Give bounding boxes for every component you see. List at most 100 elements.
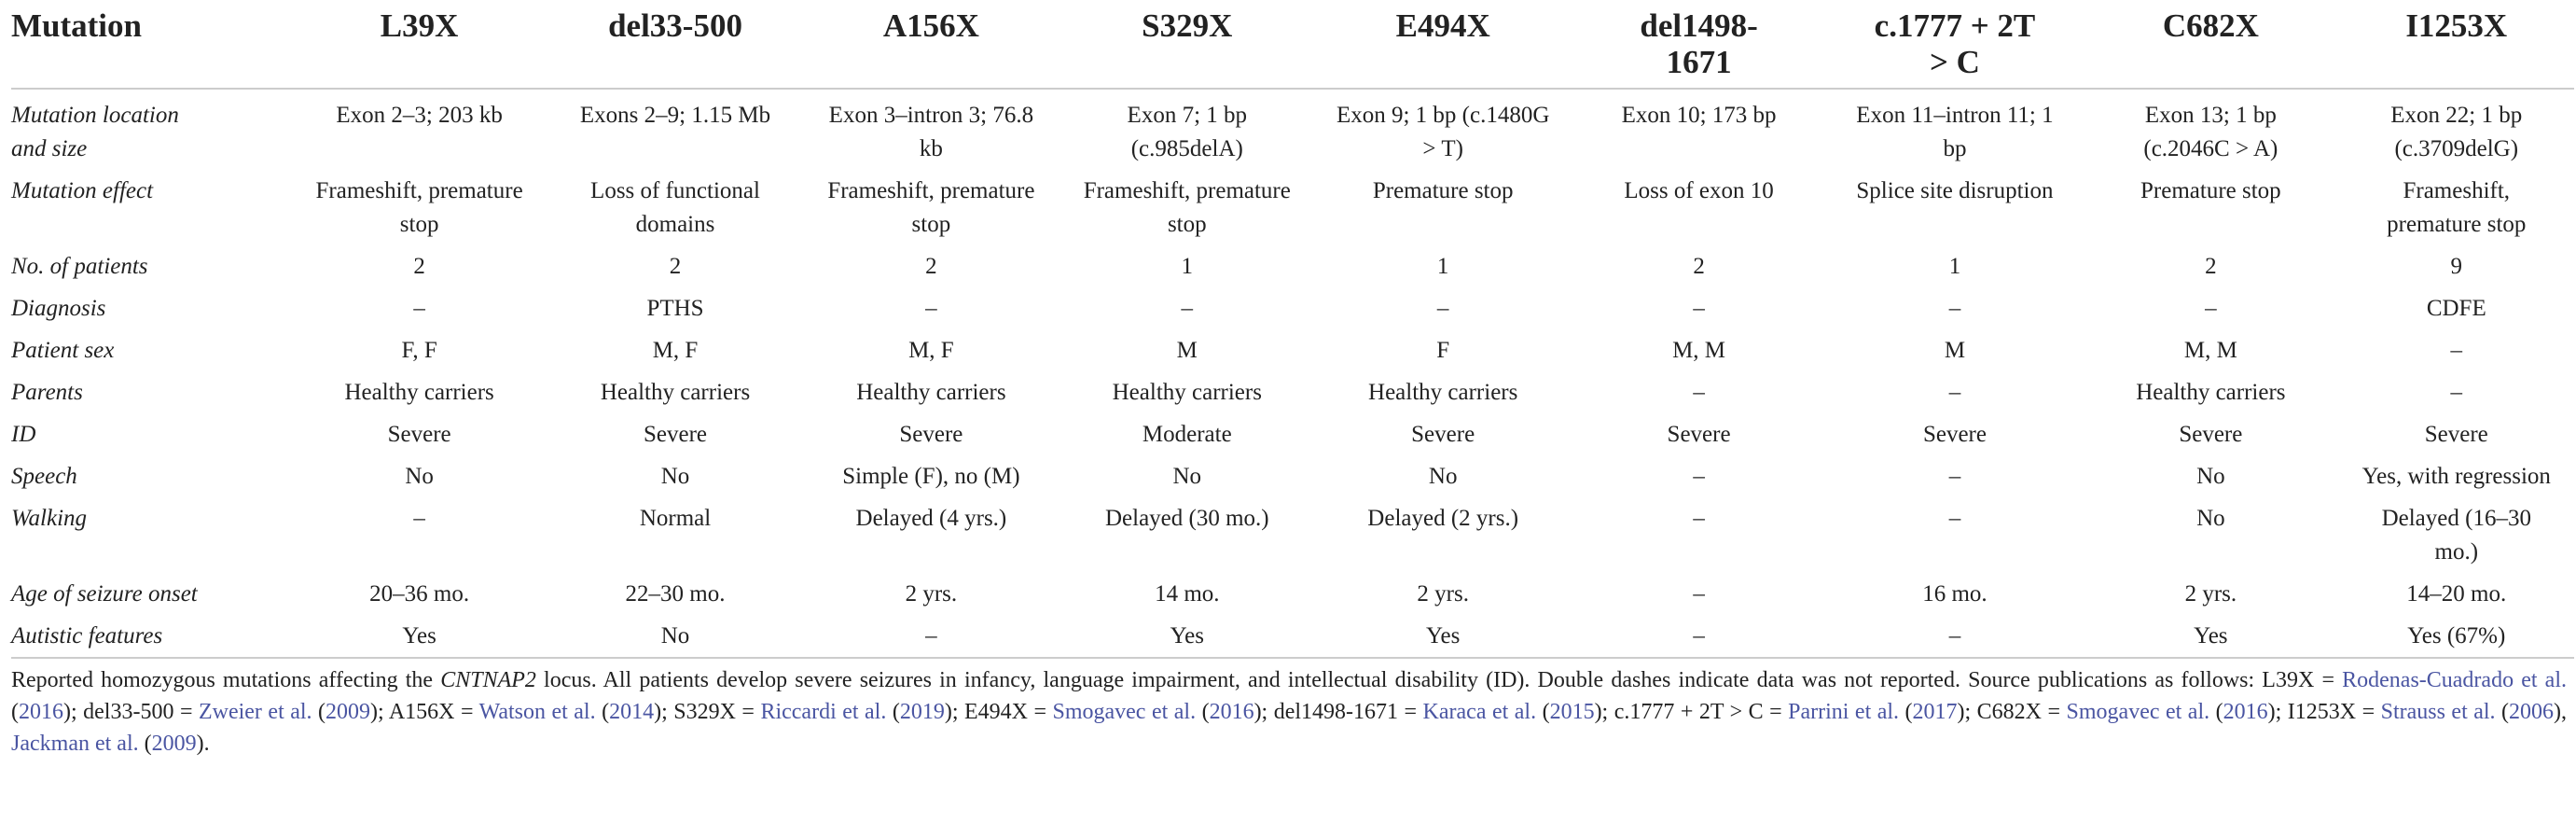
caption-text: ); S329X = <box>654 700 761 724</box>
table-cell: Yes <box>2083 617 2339 659</box>
caption-text: ( <box>2495 700 2510 724</box>
column-header: L39X <box>291 0 547 90</box>
row-label-text: Age of seizure onset <box>11 581 198 607</box>
table-row: Walking – Normal Delayed (4 yrs.) Delayed (3… <box>11 499 2574 575</box>
citation-link[interactable]: Smogavec et al. <box>1052 700 1197 724</box>
table-cell: – <box>2450 380 2463 405</box>
table-cell: Yes <box>1059 617 1315 659</box>
table-cell: Severe <box>2179 422 2243 447</box>
table-cell: Healthy carriers <box>344 380 494 405</box>
citation-link[interactable]: Jackman et al. <box>11 732 139 756</box>
table-cell: M, M <box>1672 338 1726 363</box>
caption-text: ); I1253X = <box>2267 700 2381 724</box>
table-cell: Frameshift, premature stop <box>827 178 1035 237</box>
row-label-text: Parents <box>11 380 83 405</box>
row-label: Mutation location and size <box>11 89 291 172</box>
table-cell: Delayed (2 yrs.) <box>1367 506 1519 531</box>
table-cell: – <box>1436 296 1449 321</box>
table-cell: Healthy carriers <box>856 380 1006 405</box>
table-cell: Exon 13; 1 bp (c.2046C > A) <box>2143 103 2278 161</box>
table-cell: PTHS <box>646 296 704 321</box>
citation-link[interactable]: 2014 <box>609 700 655 724</box>
citation-link[interactable]: Riccardi et al. <box>760 700 887 724</box>
citation-link[interactable]: Zweier et al. <box>198 700 312 724</box>
column-header: del1498-1671 <box>1571 0 1827 90</box>
table-cell: 1 <box>1181 254 1194 279</box>
caption-text: ( <box>1196 700 1210 724</box>
table-row: Speech No No Simple (F), no (M) No No – – No Yes,… <box>11 457 2574 499</box>
row-label-text: Mutation effect <box>11 178 154 203</box>
header-text: A156X <box>882 7 979 44</box>
column-header: I1253X <box>2338 0 2574 90</box>
citation-link[interactable]: 2016 <box>19 700 63 724</box>
table-cell: – <box>1948 506 1961 531</box>
row-label-text: Autistic features <box>11 623 163 649</box>
citation-link[interactable]: Strauss et al. <box>2380 700 2496 724</box>
table-cell: Yes <box>1314 617 1572 659</box>
table-cell: Yes <box>291 617 547 659</box>
table-cell: 1 <box>1436 254 1449 279</box>
row-label: Patient sex <box>11 331 291 373</box>
citation-link[interactable]: Watson et al. <box>478 700 596 724</box>
citation-link[interactable]: Karaca et al. <box>1422 700 1537 724</box>
caption-text: ( <box>1899 700 1913 724</box>
table-cell: – <box>925 296 937 321</box>
table-cell: – <box>413 296 425 321</box>
table-cell: – <box>1693 296 1705 321</box>
citation-link[interactable]: Rodenas-Cuadrado et al. <box>2342 668 2568 692</box>
table-cell: Normal <box>639 506 712 531</box>
table-container: Mutation L39X del33-500 A156X S329X E494X del1… <box>11 0 2574 756</box>
row-label-text: No. of patients <box>11 254 148 279</box>
table-cell: CDFE <box>2426 296 2486 321</box>
header-text: del1498-1671 <box>1640 7 1758 80</box>
row-label-text: Speech <box>11 464 77 489</box>
table-cell: M, F <box>908 338 954 363</box>
table-cell: Exon 10; 173 bp <box>1621 103 1777 128</box>
citation-link[interactable]: 2006 <box>2509 700 2555 724</box>
citation-link[interactable]: 2015 <box>1549 700 1595 724</box>
table-cell: Severe <box>1922 422 1987 447</box>
table-cell: 14–20 mo. <box>2406 581 2507 607</box>
table-cell: 14 mo. <box>1155 581 1220 607</box>
citation-link[interactable]: 2019 <box>899 700 945 724</box>
header-text: L39X <box>380 7 459 44</box>
table-row: Mutation location and size Exon 2–3; 203 … <box>11 89 2574 172</box>
table-cell: No <box>405 464 434 489</box>
table-cell: – <box>1571 617 1827 659</box>
caption-text: ( <box>1536 700 1550 724</box>
citation-link[interactable]: Smogavec et al. <box>2066 700 2210 724</box>
table-cell: – <box>1948 464 1961 489</box>
table-cell: No <box>1428 464 1458 489</box>
table-cell: Yes (67%) <box>2338 617 2574 659</box>
row-label-text: Patient sex <box>11 338 115 363</box>
caption-text: ); del1498-1671 = <box>1253 700 1423 724</box>
column-header: C682X <box>2083 0 2339 90</box>
table-cell: Frameshift, premature stop <box>315 178 523 237</box>
table-cell: – <box>1948 296 1961 321</box>
citation-link[interactable]: 2017 <box>1912 700 1958 724</box>
row-label: Diagnosis <box>11 289 291 331</box>
table-row: Patient sex F, F M, F M, F M F M, M M M, M – <box>11 331 2574 373</box>
table-cell: – <box>1693 581 1705 607</box>
table-cell: 2 yrs. <box>905 581 958 607</box>
caption-text: Reported homozygous mutations affecting … <box>11 668 441 692</box>
citation-link[interactable]: 2009 <box>151 732 197 756</box>
citation-link[interactable]: 2016 <box>2223 700 2268 724</box>
table-cell: Severe <box>899 422 963 447</box>
caption-text: ), <box>2554 700 2568 724</box>
citation-link[interactable]: Parrini et al. <box>1788 700 1900 724</box>
row-label: Walking <box>11 499 291 575</box>
caption-text: ( <box>138 732 152 756</box>
citation-link[interactable]: 2009 <box>325 700 371 724</box>
row-label-text: Diagnosis <box>11 296 106 321</box>
table-cell: Severe <box>2424 422 2488 447</box>
citation-link[interactable]: 2016 <box>1209 700 1254 724</box>
caption-text: ); c.1777 + 2T > C = <box>1594 700 1789 724</box>
table-cell: Severe <box>1411 422 1475 447</box>
table-cell: Healthy carriers <box>600 380 751 405</box>
header-text: I1253X <box>2405 7 2508 44</box>
table-cell: Exon 3–intron 3; 76.8 kb <box>828 103 1034 161</box>
row-label-text: ID <box>11 422 36 447</box>
table-cell: Exon 11–intron 11; 1 bp <box>1856 103 2054 161</box>
